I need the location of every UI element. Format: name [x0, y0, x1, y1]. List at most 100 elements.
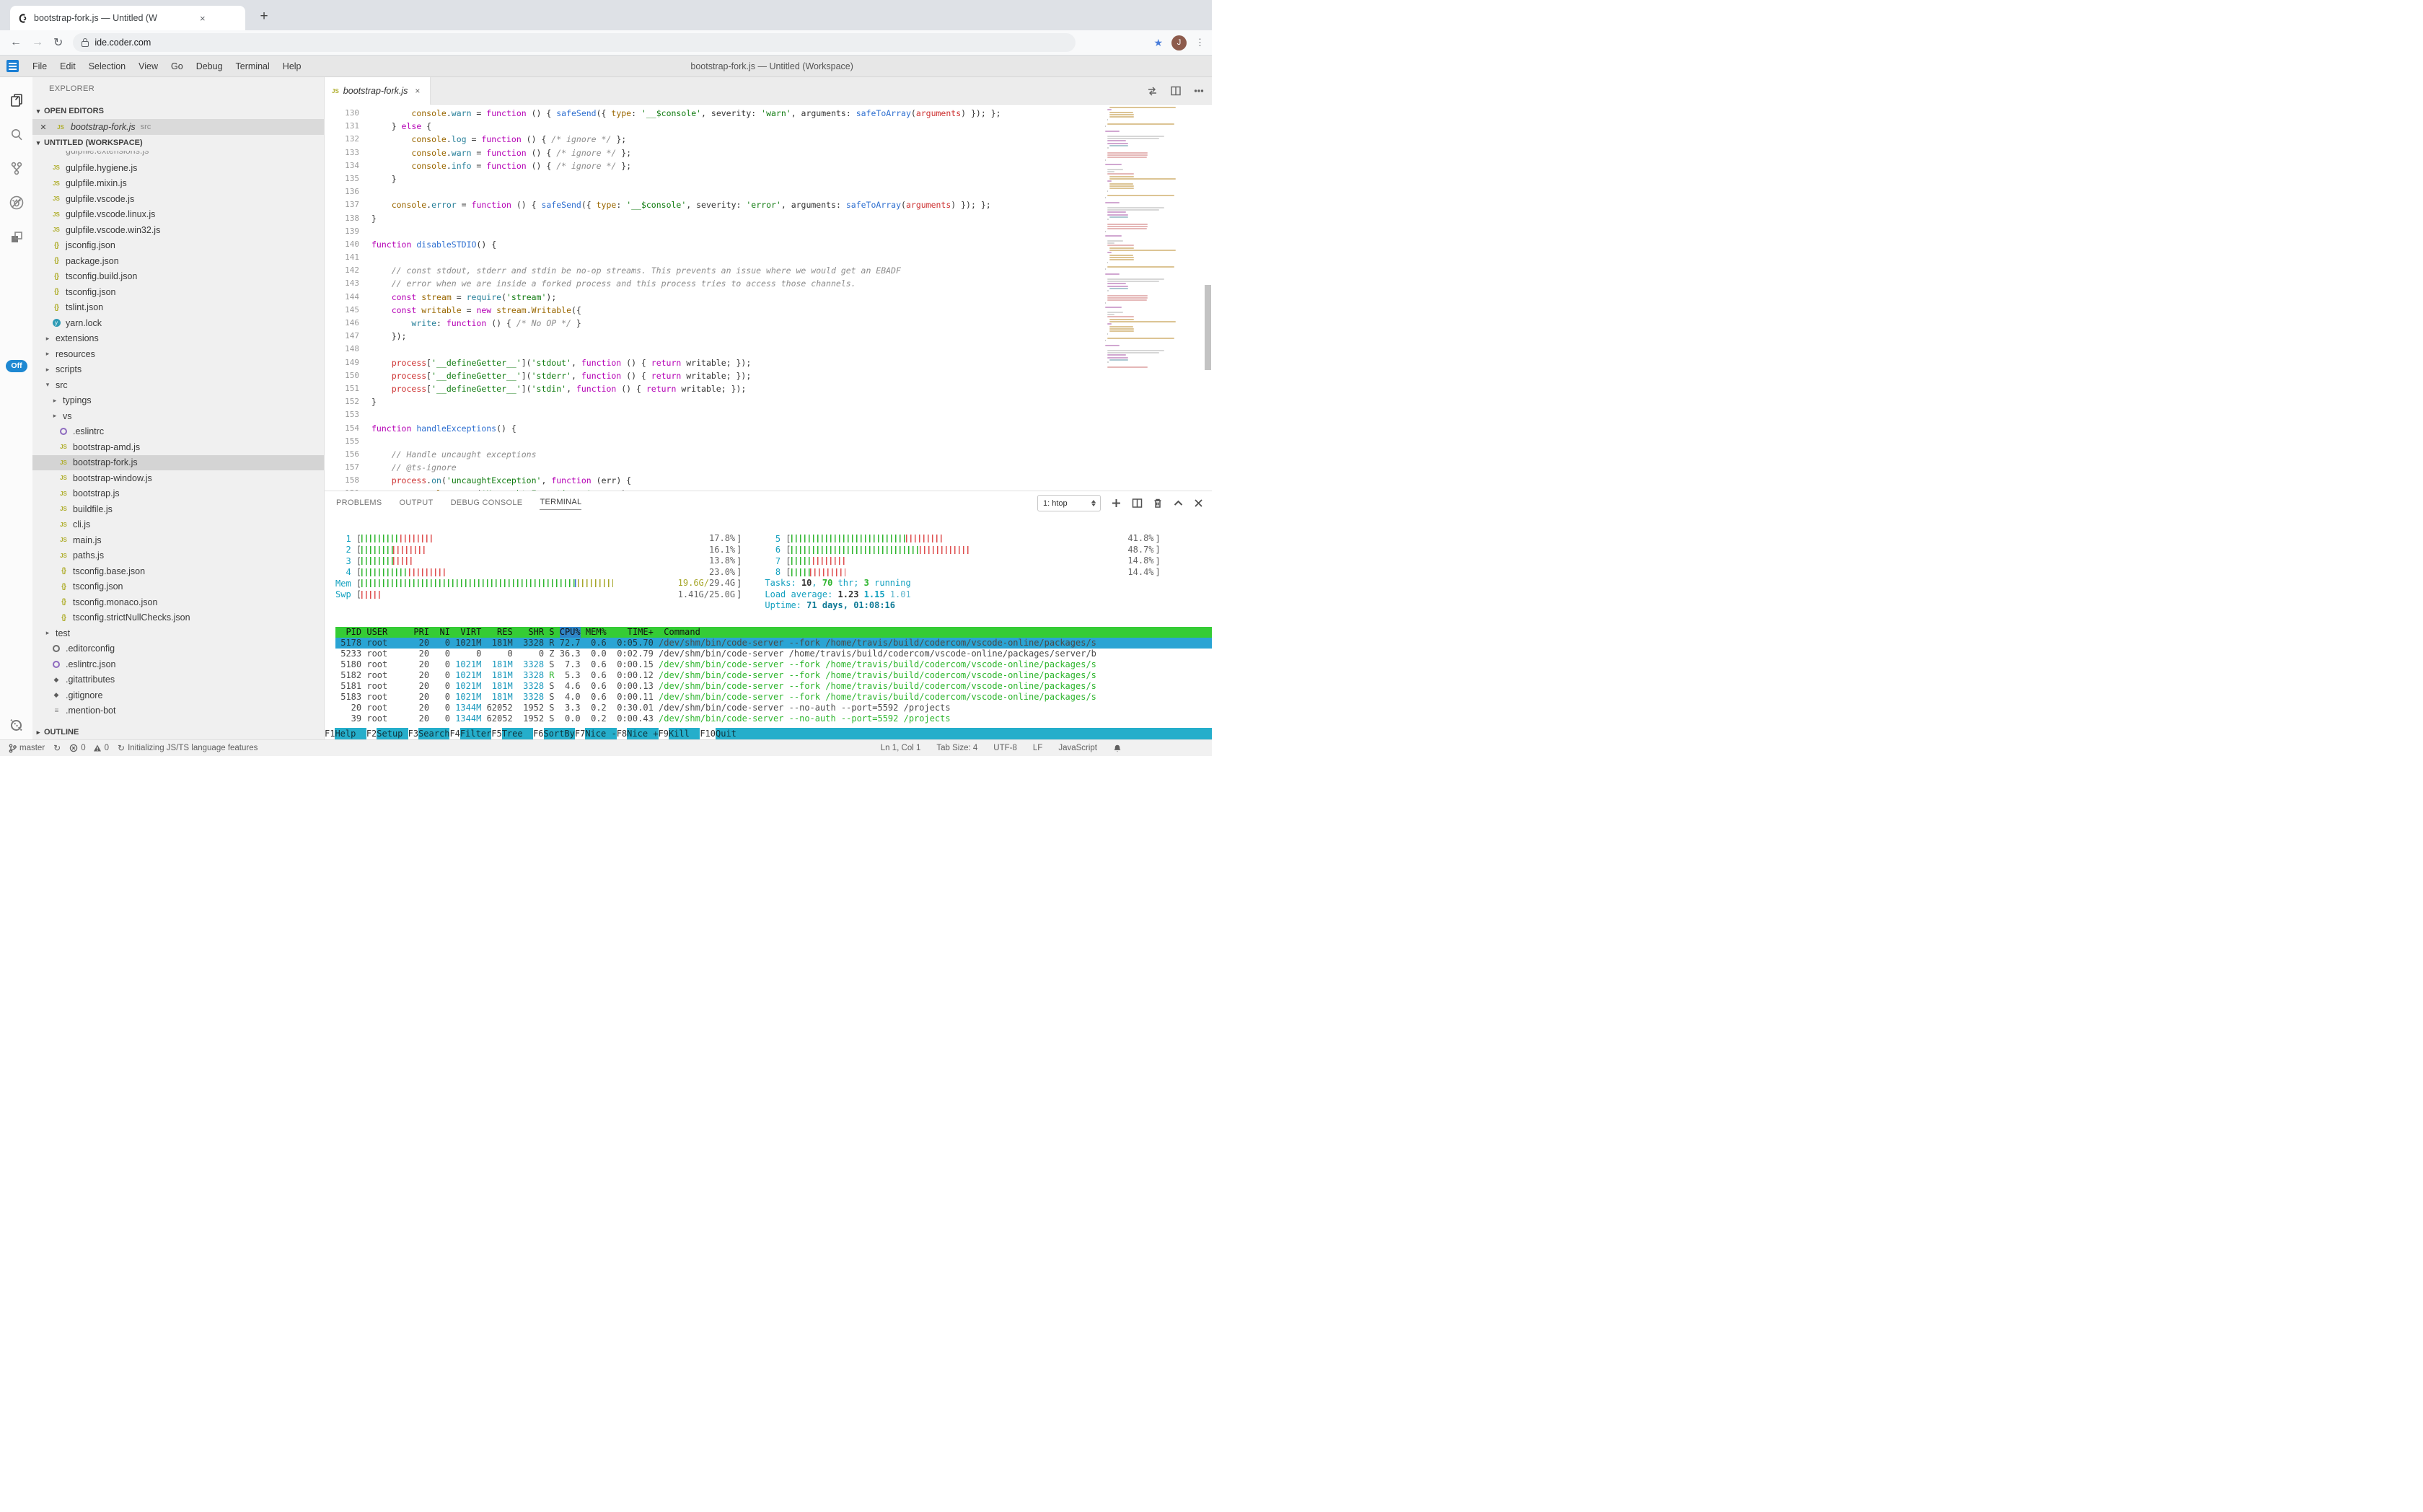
back-icon[interactable]: ←: [10, 36, 22, 48]
fkey-f2[interactable]: F2: [366, 729, 377, 739]
new-tab-button[interactable]: +: [260, 9, 268, 24]
encoding[interactable]: UTF-8: [993, 744, 1017, 752]
panel-tab-output[interactable]: OUTPUT: [399, 498, 434, 507]
panel-tab-terminal[interactable]: TERMINAL: [540, 498, 582, 510]
new-terminal-icon[interactable]: [1111, 498, 1122, 509]
terminal-view[interactable]: 1 [17.8%] 2 [16.1%] 3 [13.8%] 4 [23.0%] M…: [325, 516, 1212, 740]
fkey-f1[interactable]: F1: [325, 729, 335, 739]
sync-item[interactable]: ↻: [53, 743, 61, 753]
toggle-changes-icon[interactable]: [1146, 85, 1158, 97]
extensions-icon[interactable]: [0, 223, 32, 252]
fkey-f6[interactable]: F6: [533, 729, 544, 739]
menu-item-file[interactable]: File: [32, 61, 48, 71]
source-control-icon[interactable]: [0, 154, 32, 183]
menu-item-selection[interactable]: Selection: [88, 61, 126, 71]
htop-table-header[interactable]: PID USER PRI NI VIRT RES SHR S CPU% MEM%…: [335, 627, 1212, 638]
panel-tab-debug-console[interactable]: DEBUG CONSOLE: [450, 498, 523, 507]
notifications-bell-icon[interactable]: [1113, 744, 1122, 753]
profile-avatar[interactable]: J: [1171, 35, 1187, 50]
htop-process-row-5233[interactable]: 5233 root 20 0 0 0 0 Z 36.3 0.0 0:02.79 …: [335, 649, 1096, 659]
menu-item-go[interactable]: Go: [171, 61, 183, 71]
tree-item-.eslintrc[interactable]: .eslintrc: [32, 424, 324, 440]
settings-gear-icon[interactable]: [0, 711, 32, 739]
tree-item-gulpfile.vscode.linux.js[interactable]: JS gulpfile.vscode.linux.js: [53, 209, 156, 220]
tree-item-bootstrap-window.js[interactable]: JS bootstrap-window.js: [60, 472, 152, 483]
menu-item-edit[interactable]: Edit: [60, 61, 76, 71]
tree-item-tslint.json[interactable]: {} tslint.json: [54, 302, 104, 313]
tree-item-bootstrap.js[interactable]: JS bootstrap.js: [60, 488, 120, 499]
tree-item-typings[interactable]: ▸ typings: [32, 393, 324, 409]
tree-item-.gitattributes[interactable]: ◆ .gitattributes: [53, 674, 115, 685]
tree-item-tsconfig.build.json[interactable]: {} tsconfig.build.json: [54, 271, 138, 282]
maximize-panel-icon[interactable]: [1173, 498, 1184, 509]
tree-item-vs[interactable]: ▸ vs: [32, 408, 324, 424]
htop-process-row-20[interactable]: 20 root 20 0 1344M 62052 1952 S 3.3 0.2 …: [335, 703, 951, 713]
search-icon[interactable]: [0, 120, 32, 149]
kill-terminal-icon[interactable]: [1153, 498, 1163, 509]
debug-disabled-icon[interactable]: [0, 188, 32, 217]
tree-item-bootstrap-fork.js[interactable]: JS bootstrap-fork.js: [32, 454, 324, 470]
bookmark-star-icon[interactable]: ★: [1153, 36, 1163, 48]
tree-item-gulpfile.vscode.win32.js[interactable]: JS gulpfile.vscode.win32.js: [53, 224, 161, 235]
tab-close-icon[interactable]: ×: [200, 12, 206, 24]
menu-item-debug[interactable]: Debug: [195, 61, 223, 71]
minimap[interactable]: [1105, 107, 1190, 491]
htop-process-row-5181[interactable]: 5181 root 20 0 1021M 181M 3328 S 4.6 0.6…: [335, 681, 1096, 691]
outline-section[interactable]: ▸ OUTLINE: [32, 725, 324, 739]
open-editor-item[interactable]: ✕ JS bootstrap-fork.js src: [32, 119, 324, 135]
fkey-f7[interactable]: F7: [574, 729, 586, 739]
tree-item-scripts[interactable]: ▸ scripts: [32, 362, 324, 378]
editor-scrollbar[interactable]: [1205, 285, 1211, 370]
tree-item-gulpfile.vscode.js[interactable]: JS gulpfile.vscode.js: [53, 193, 135, 204]
tree-item-extensions[interactable]: ▸ extensions: [32, 331, 324, 347]
editor-tab-close-icon[interactable]: ×: [415, 86, 421, 96]
split-editor-icon[interactable]: [1170, 85, 1182, 97]
menu-item-view[interactable]: View: [138, 61, 159, 71]
tree-item-tsconfig.strictNullChecks.json[interactable]: {} tsconfig.strictNullChecks.json: [61, 612, 190, 623]
split-terminal-icon[interactable]: [1132, 498, 1143, 509]
tree-item-jsconfig.json[interactable]: {} jsconfig.json: [54, 240, 115, 251]
url-bar[interactable]: ide.coder.com: [73, 33, 1076, 52]
close-panel-icon[interactable]: [1194, 498, 1203, 508]
tree-item-bootstrap-amd.js[interactable]: JS bootstrap-amd.js: [60, 441, 141, 452]
fkey-f10[interactable]: F10: [700, 729, 716, 739]
explorer-icon[interactable]: [0, 86, 32, 115]
tree-item-tsconfig.json[interactable]: {} tsconfig.json: [54, 286, 116, 297]
htop-process-row-39[interactable]: 39 root 20 0 1344M 62052 1952 S 0.0 0.2 …: [335, 713, 951, 724]
htop-process-row-5182[interactable]: 5182 root 20 0 1021M 181M 3328 R 5.3 0.6…: [335, 670, 1096, 680]
htop-process-row-5183[interactable]: 5183 root 20 0 1021M 181M 3328 S 4.0 0.6…: [335, 692, 1096, 702]
tree-item-buildfile.js[interactable]: JS buildfile.js: [60, 504, 113, 514]
tree-item-tsconfig.base.json[interactable]: {} tsconfig.base.json: [61, 566, 146, 576]
off-badge[interactable]: Off: [6, 360, 27, 372]
tree-item-.editorconfig[interactable]: .editorconfig: [32, 641, 324, 657]
tree-item-.mention-bot[interactable]: ≡ .mention-bot: [54, 706, 116, 716]
browser-menu-icon[interactable]: ⋮: [1195, 37, 1205, 48]
tree-item-tsconfig.monaco.json[interactable]: {} tsconfig.monaco.json: [61, 597, 158, 607]
close-editor-icon[interactable]: ✕: [40, 123, 47, 132]
tree-item-src[interactable]: ▾ src: [32, 377, 324, 393]
tree-item-paths.js[interactable]: JS paths.js: [60, 550, 105, 561]
tab-size[interactable]: Tab Size: 4: [936, 744, 978, 752]
forward-icon[interactable]: →: [32, 36, 43, 48]
tree-item-gulpfile.hygiene.js[interactable]: JS gulpfile.hygiene.js: [53, 162, 138, 173]
tree-item-tsconfig.json[interactable]: {} tsconfig.json: [61, 581, 123, 592]
tree-item-.eslintrc.json[interactable]: .eslintrc.json: [32, 656, 324, 672]
tree-item-cli.js[interactable]: JS cli.js: [60, 519, 91, 530]
tree-item-gulpfile.mixin.js[interactable]: JS gulpfile.mixin.js: [53, 178, 127, 189]
tree-item-.gitignore[interactable]: ◆ .gitignore: [53, 690, 103, 700]
menu-item-help[interactable]: Help: [282, 61, 302, 71]
git-branch-item[interactable]: master: [9, 743, 45, 753]
tree-item-test[interactable]: ▸ test: [32, 625, 324, 641]
eol[interactable]: LF: [1032, 744, 1043, 752]
htop-process-row-5180[interactable]: 5180 root 20 0 1021M 181M 3328 S 7.3 0.6…: [335, 659, 1096, 669]
editor-tab[interactable]: JS bootstrap-fork.js ×: [325, 77, 431, 105]
tree-item-main.js[interactable]: JS main.js: [60, 535, 102, 545]
terminal-selector[interactable]: 1: htop: [1037, 495, 1101, 511]
code-editor[interactable]: 130 console.warn = function () { safeSen…: [325, 107, 1212, 491]
fkey-f3[interactable]: F3: [408, 729, 419, 739]
cursor-position[interactable]: Ln 1, Col 1: [880, 744, 921, 752]
tree-item-yarn.lock[interactable]: y yarn.lock: [32, 315, 324, 331]
reload-icon[interactable]: ↻: [53, 37, 63, 49]
menu-item-terminal[interactable]: Terminal: [235, 61, 270, 71]
fkey-f4[interactable]: F4: [449, 729, 460, 739]
